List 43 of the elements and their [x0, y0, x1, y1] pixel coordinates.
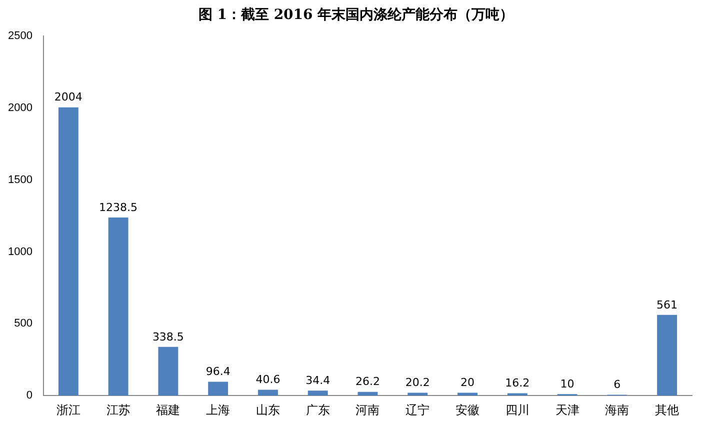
- data-label: 26.2: [355, 375, 380, 388]
- data-label: 561: [656, 298, 678, 312]
- data-label: 40.6: [256, 373, 280, 386]
- x-tick-label: 其他: [655, 403, 680, 418]
- data-label: 10: [560, 378, 574, 391]
- bar: [58, 107, 78, 396]
- bar: [108, 217, 128, 396]
- data-label: 2004: [54, 90, 82, 104]
- y-tick-label: 0: [26, 390, 32, 402]
- data-label: 1238.5: [99, 200, 138, 214]
- data-label: 20.2: [405, 376, 430, 390]
- bar: [258, 390, 278, 396]
- bar: [458, 392, 478, 396]
- chart-title: 图 1：截至 2016 年末国内涤纶产能分布（万吨）: [197, 6, 515, 25]
- x-tick-label: 江苏: [106, 403, 130, 418]
- bar: [408, 392, 428, 396]
- x-tick-label: 浙江: [56, 403, 80, 418]
- data-label: 20: [460, 376, 475, 390]
- x-tick-label: 广东: [306, 403, 330, 418]
- x-tick-label: 安徽: [456, 403, 480, 418]
- x-tick-label: 天津: [555, 403, 580, 418]
- bar: [358, 392, 378, 396]
- data-label: 96.4: [206, 365, 230, 378]
- bar: [208, 382, 228, 396]
- x-tick-label: 福建: [156, 403, 180, 418]
- y-tick-label: 2500: [8, 30, 32, 42]
- x-tick-label: 辽宁: [406, 403, 430, 418]
- data-label: 338.5: [152, 330, 184, 344]
- y-tick-label: 2000: [8, 102, 32, 114]
- y-tick-label: 1500: [8, 174, 32, 186]
- x-tick-label: 山东: [256, 403, 280, 418]
- data-label: 6: [614, 378, 621, 392]
- y-tick-label: 500: [14, 318, 32, 330]
- bar: [158, 346, 178, 396]
- y-tick-label: 1000: [8, 246, 32, 258]
- x-tick-label: 四川: [505, 403, 530, 418]
- data-label: 16.2: [505, 376, 530, 390]
- x-tick-label: 海南: [605, 403, 630, 418]
- x-tick-label: 上海: [206, 403, 230, 418]
- bar: [308, 390, 328, 396]
- x-tick-label: 河南: [356, 403, 380, 418]
- bar: [657, 314, 678, 396]
- data-label: 34.4: [306, 374, 330, 388]
